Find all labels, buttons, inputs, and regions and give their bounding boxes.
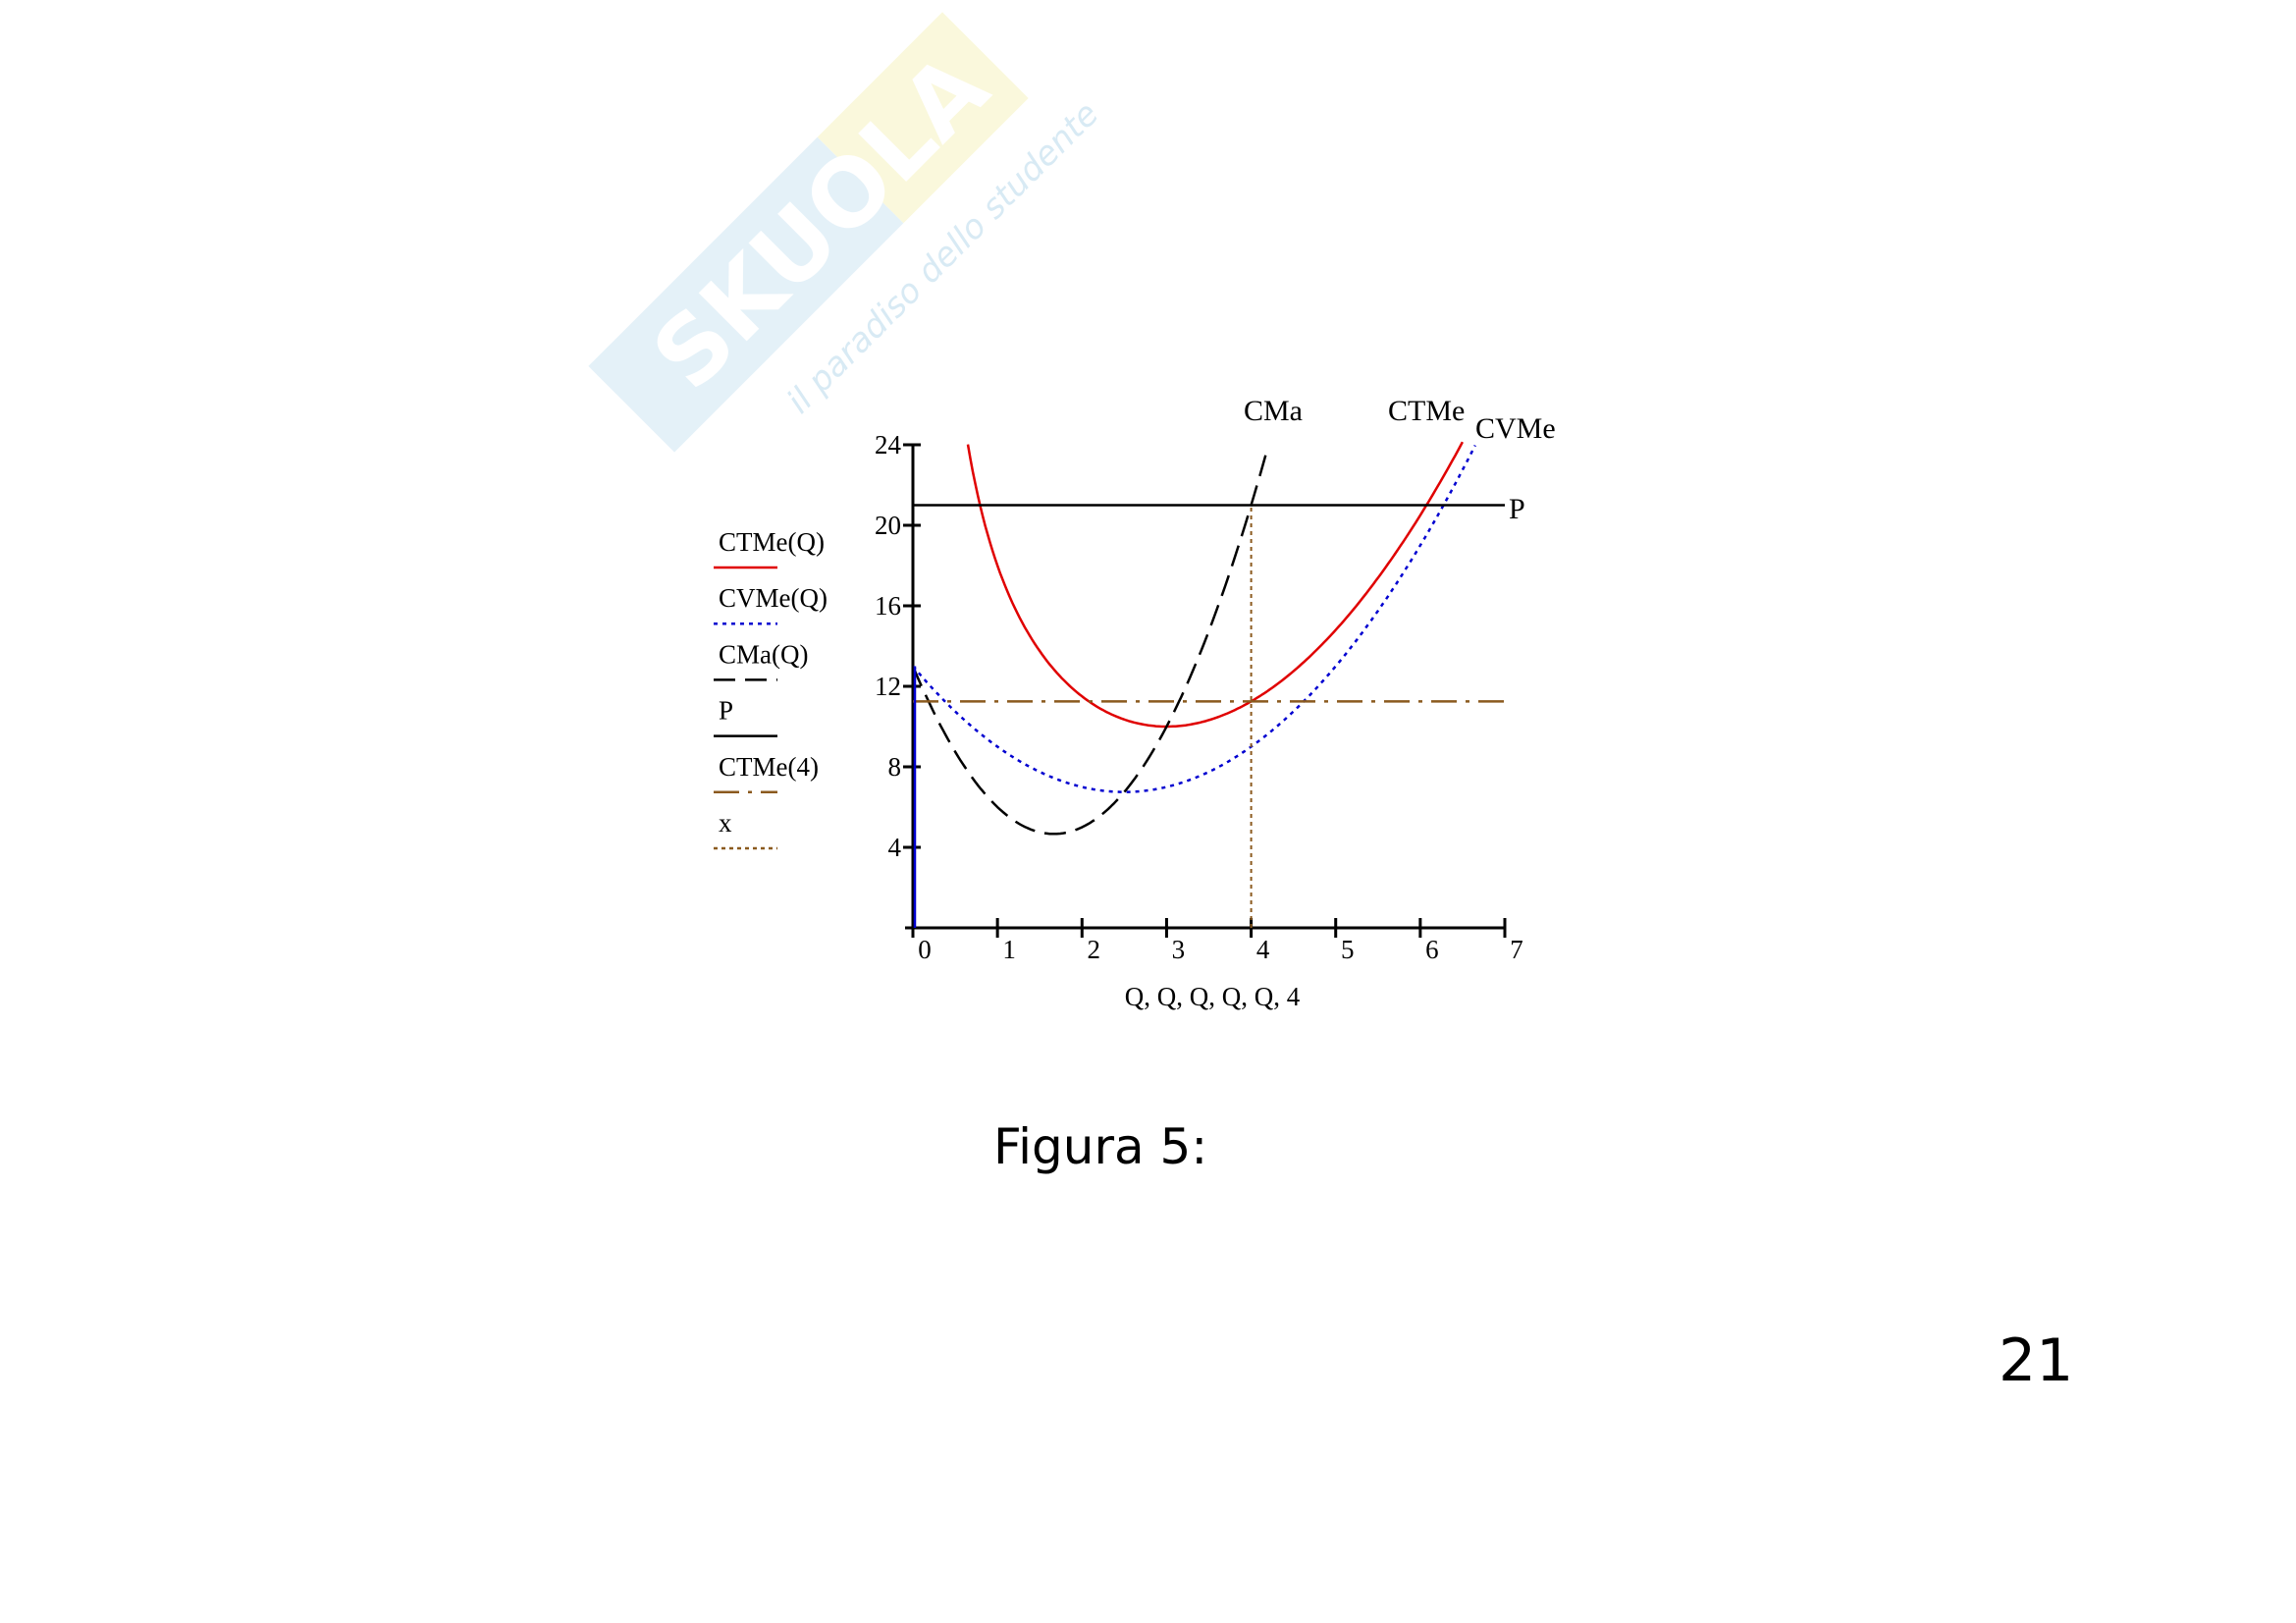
annotation-ctme: CTMe <box>1388 395 1465 427</box>
x-tick-label: 3 <box>1172 935 1186 964</box>
legend-label: x <box>719 808 732 838</box>
x-tick-label: 1 <box>1002 935 1016 964</box>
y-tick-label: 24 <box>875 430 902 460</box>
figure-caption: Figura 5: <box>993 1118 1208 1175</box>
y-tick-label: 4 <box>888 833 902 862</box>
x-tick-label: 5 <box>1341 935 1355 964</box>
series-ctme-line <box>966 441 1465 729</box>
y-tick-label: 20 <box>875 511 901 540</box>
x-tick-label: 0 <box>918 935 932 964</box>
legend-label: CTMe(4) <box>719 752 819 782</box>
y-tick-label: 16 <box>875 591 901 621</box>
legend-label: CVMe(Q) <box>719 583 828 613</box>
y-tick-label: 8 <box>888 752 902 782</box>
x-tick-label: 7 <box>1510 935 1523 964</box>
series-cma-line <box>911 446 1270 836</box>
page-number: 21 <box>1999 1326 2074 1395</box>
watermark-blue-block <box>588 136 904 453</box>
annotation-p: P <box>1509 493 1525 525</box>
legend-label: CMa(Q) <box>719 639 808 669</box>
legend-label: P <box>719 696 733 726</box>
x-tick-label: 6 <box>1425 935 1439 964</box>
annotation-cvme: CVMe <box>1475 412 1556 445</box>
axes <box>903 443 1507 938</box>
annotation-cma: CMa <box>1244 395 1303 427</box>
y-tick-label: 12 <box>875 672 901 701</box>
legend: CTMe(Q) CVMe(Q) CMa(Q) P CTMe(4) x <box>714 527 828 850</box>
curves <box>911 441 1505 928</box>
series-cvme-line <box>912 445 1476 793</box>
x-tick-label: 4 <box>1256 935 1270 964</box>
x-axis-label: Q, Q, Q, Q, Q, 4 <box>1125 982 1301 1011</box>
legend-label: CTMe(Q) <box>719 527 825 557</box>
watermark-yellow-block <box>817 12 1029 224</box>
x-tick-label: 2 <box>1088 935 1101 964</box>
watermark-logo: SKUOLA il paradiso dello studente <box>588 12 1106 453</box>
